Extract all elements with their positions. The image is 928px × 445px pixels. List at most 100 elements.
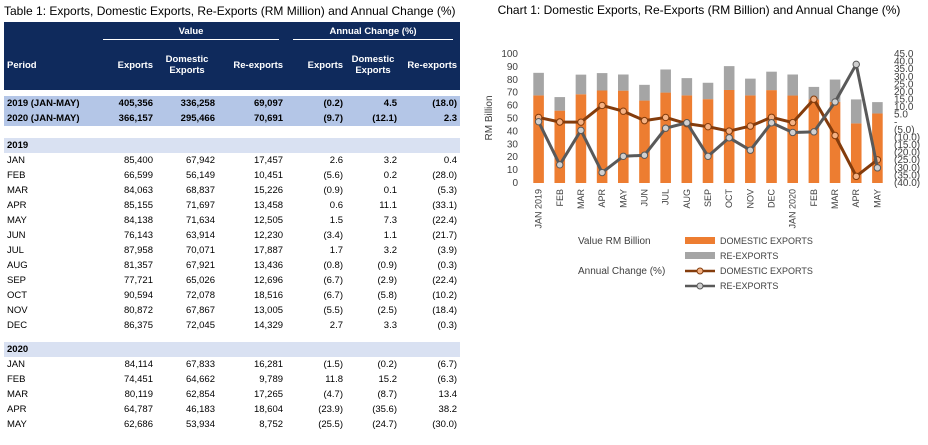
column-header: Exports <box>286 40 347 90</box>
bar <box>787 95 798 183</box>
x-tick-label: FEB <box>555 189 565 207</box>
bar <box>554 110 566 183</box>
line-marker <box>598 101 606 110</box>
table-cell: 62,854 <box>185 389 215 400</box>
table-cell: 0.2 <box>383 170 398 181</box>
table-cell: 53,934 <box>185 419 215 430</box>
bar <box>596 73 608 91</box>
table-cell: 80,119 <box>124 389 153 400</box>
table-cell: 18,516 <box>253 290 284 301</box>
table-cell: 4.5 <box>346 96 401 111</box>
line-marker <box>852 60 860 69</box>
line-marker <box>556 118 564 126</box>
bar <box>745 78 756 96</box>
table-cell: 69,097 <box>218 96 287 111</box>
x-tick-label: APR <box>851 189 861 208</box>
x-tick-label: MAY <box>872 189 882 208</box>
table-cell: (2.9) <box>377 275 398 286</box>
table-cell: 11.1 <box>379 200 398 211</box>
line-marker <box>746 146 755 154</box>
table-cell: (24.7) <box>372 419 398 430</box>
table-cell: 65,026 <box>185 275 215 286</box>
table-cell: (10.2) <box>432 290 458 301</box>
bar <box>766 90 777 183</box>
table-cell: (0.3) <box>437 320 458 331</box>
table-cell: (1.5) <box>323 359 344 370</box>
table-cell: (4.7) <box>323 389 344 400</box>
x-tick-label: JAN 2019 <box>534 189 544 229</box>
y-axis-label: RM Billion <box>484 95 495 140</box>
table-cell: 0.6 <box>329 200 344 211</box>
data-row: MAR 80,119 62,854 17,265 (4.7) (8.7) 13.4 <box>4 387 460 402</box>
table-cell: 15,226 <box>253 185 284 196</box>
y2-tick-label: (35.0) <box>894 170 920 181</box>
table-cell: 405,356 <box>96 96 156 111</box>
group-fill <box>96 138 461 153</box>
bar <box>766 71 777 91</box>
table-cell: 87,958 <box>123 245 153 256</box>
bar <box>723 66 735 90</box>
table-cell: JAN <box>7 359 25 370</box>
table-cell: 64,662 <box>185 374 215 385</box>
line-marker <box>704 122 712 131</box>
table-cell: 68,837 <box>185 185 215 196</box>
table-cell: 38.2 <box>438 404 458 415</box>
line-marker <box>831 131 839 140</box>
table-cell: 71,634 <box>185 215 215 226</box>
table-cell: (0.2) <box>286 96 347 111</box>
legend-group-label: Value RM Billion <box>578 236 651 247</box>
chart: Chart 1: Domestic Exports, Re-Exports (R… <box>484 3 920 291</box>
line-marker <box>704 152 712 160</box>
table-cell: 0.4 <box>443 155 458 166</box>
line-marker <box>683 119 691 127</box>
y2-tick-label: (25.0) <box>894 155 920 166</box>
table-cell: 1.7 <box>329 245 344 256</box>
bar <box>554 97 566 111</box>
table-cell: 13.4 <box>438 389 458 400</box>
spacer-row <box>4 333 460 342</box>
table-cell: (6.7) <box>437 359 458 370</box>
y2-tick-label: (30.0) <box>894 163 920 174</box>
chart-title: Chart 1: Domestic Exports, Re-Exports (R… <box>498 3 901 17</box>
line-marker <box>598 168 606 177</box>
table-cell: (0.9) <box>323 185 344 196</box>
column-header: Exports <box>96 40 156 90</box>
header-group: Annual Change (%) <box>293 26 454 40</box>
legend-swatch-marker <box>696 267 704 275</box>
table-cell: MAR <box>7 185 29 196</box>
bar <box>660 92 671 183</box>
line-marker <box>619 152 627 160</box>
y2-tick-label: 30.0 <box>894 72 914 83</box>
column-header: Re-exports <box>400 40 461 90</box>
table-cell: FEB <box>7 170 26 181</box>
data-row: SEP 77,721 65,026 12,696 (6.7) (2.9) (22.4) <box>4 273 460 288</box>
table-cell: 8,752 <box>259 419 284 430</box>
y-tick-label: 60 <box>507 101 519 112</box>
table-cell: 80,872 <box>123 305 153 316</box>
table-cell: 84,138 <box>123 215 153 226</box>
y-tick-label: 50 <box>507 114 519 125</box>
line-marker <box>619 107 627 115</box>
table-cell: 0.1 <box>383 185 398 196</box>
table-cell: (6.7) <box>323 275 344 286</box>
table-cell: 56,149 <box>185 170 215 181</box>
legend-swatch <box>685 252 715 259</box>
x-tick-label: MAY <box>618 189 628 208</box>
table-cell: 85,400 <box>123 155 153 166</box>
line-marker <box>831 98 839 106</box>
bar <box>850 99 862 124</box>
table-cell: 85,155 <box>123 200 153 211</box>
x-tick-label: SEP <box>703 189 713 207</box>
table-cell: (6.3) <box>437 374 458 385</box>
bar <box>829 101 841 183</box>
data-row: MAY 62,686 53,934 8,752 (25.5) (24.7) (30.0) <box>4 417 460 432</box>
bar <box>596 90 608 183</box>
y2-tick-label: (40.0) <box>894 178 920 189</box>
table-cell: 366,157 <box>96 111 156 126</box>
data-row: FEB 66,599 56,149 10,451 (5.6) 0.2 (28.0) <box>4 168 460 183</box>
x-tick-label: FEB <box>809 189 819 207</box>
x-tick-label: JAN 2020 <box>788 189 798 229</box>
y-tick-label: 100 <box>501 49 518 60</box>
table-cell: 67,921 <box>185 260 215 271</box>
table-cell: 72,045 <box>185 320 215 331</box>
